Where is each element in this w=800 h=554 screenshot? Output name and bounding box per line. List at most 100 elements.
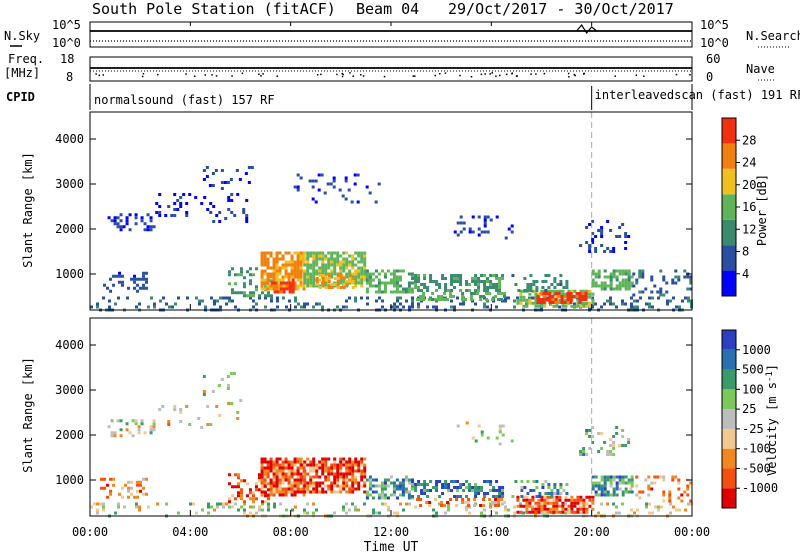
heatmap-cell <box>273 281 277 285</box>
heatmap-cell <box>100 477 104 481</box>
heatmap-cell <box>339 463 343 467</box>
heatmap-cell <box>281 487 285 491</box>
heatmap-cell <box>456 486 460 489</box>
heatmap-cell <box>354 460 358 464</box>
heatmap-cell <box>354 275 358 279</box>
heatmap-cell <box>372 508 375 512</box>
heatmap-cell <box>230 291 234 295</box>
heatmap-cell <box>529 283 533 286</box>
heatmap-cell <box>270 296 273 300</box>
heatmap-cell <box>456 221 460 225</box>
heatmap-cell <box>417 277 421 280</box>
heatmap-cell <box>321 463 325 467</box>
heatmap-cell <box>342 460 346 464</box>
heatmap-cell <box>266 272 270 276</box>
heatmap-cell <box>453 480 457 483</box>
heatmap-cell <box>363 254 367 258</box>
heatmap-cell <box>585 507 589 511</box>
heatmap-cell <box>321 460 325 464</box>
heatmap-cell <box>106 495 110 499</box>
heatmap-cell <box>336 260 340 264</box>
heatmap-cell <box>366 296 369 300</box>
heatmap-cell <box>407 290 411 294</box>
heatmap-cell <box>116 225 120 229</box>
heatmap-cell <box>383 481 387 485</box>
heatmap-cell <box>348 469 352 473</box>
nave-dropout-point <box>383 75 386 78</box>
heatmap-cell <box>324 484 328 488</box>
heatmap-cell <box>99 502 102 506</box>
heatmap-cell <box>374 484 378 488</box>
heatmap-cell <box>368 475 372 479</box>
heatmap-cell <box>345 299 348 303</box>
heatmap-cell <box>239 491 243 495</box>
heatmap-cell <box>389 475 393 479</box>
heatmap-cell <box>213 302 216 306</box>
heatmap-cell <box>287 478 291 482</box>
heatmap-cell <box>612 302 615 306</box>
heatmap-cell <box>293 481 297 485</box>
heatmap-cell <box>638 496 642 500</box>
heatmap-cell <box>671 281 675 285</box>
heatmap-cell <box>284 275 288 279</box>
heatmap-cell <box>216 505 219 509</box>
heatmap-cell <box>149 428 153 432</box>
heatmap-cell <box>465 480 469 483</box>
heatmap-cell <box>621 284 625 288</box>
heatmap-cell <box>535 286 539 289</box>
heatmap-cell <box>467 498 471 501</box>
heatmap-cell <box>296 469 300 473</box>
heatmap-cell <box>219 502 222 506</box>
heatmap-cell <box>665 290 669 294</box>
heatmap-cell <box>339 274 343 277</box>
nave-dropout-point <box>341 72 344 75</box>
heatmap-cell <box>142 477 146 481</box>
heatmap-cell <box>461 295 465 298</box>
heatmap-cell <box>248 491 252 495</box>
heatmap-cell <box>260 269 264 273</box>
heatmap-cell <box>227 273 231 277</box>
heatmap-cell <box>531 301 535 305</box>
heatmap-cell <box>348 484 352 488</box>
heatmap-cell <box>306 266 310 270</box>
heatmap-cell <box>389 481 393 485</box>
heatmap-cell <box>380 496 384 500</box>
heatmap-cell <box>284 478 288 482</box>
heatmap-cell <box>488 292 492 295</box>
freq-unit: [MHz] <box>4 66 40 80</box>
heatmap-cell <box>377 182 381 186</box>
heatmap-cell <box>504 236 508 240</box>
heatmap-cell <box>275 257 279 261</box>
heatmap-cell <box>459 486 463 489</box>
heatmap-cell <box>110 419 114 423</box>
heatmap-cell <box>588 289 592 293</box>
heatmap-cell <box>333 257 337 261</box>
heatmap-cell <box>380 487 384 491</box>
heatmap-cell <box>303 305 306 309</box>
heatmap-cell <box>477 215 481 219</box>
heatmap-cell <box>254 482 258 486</box>
heatmap-cell <box>572 295 576 298</box>
heatmap-cell <box>651 511 654 515</box>
heatmap-cell <box>476 292 480 295</box>
heatmap-cell <box>194 196 198 199</box>
heatmap-cell <box>342 257 346 261</box>
heatmap-cell <box>266 466 270 470</box>
heatmap-cell <box>520 480 524 483</box>
heatmap-cell <box>200 426 204 429</box>
heatmap-cell <box>404 478 408 482</box>
heatmap-cell <box>552 504 556 508</box>
heatmap-cell <box>447 483 451 486</box>
heatmap-cell <box>510 439 514 443</box>
heatmap-cell <box>576 501 580 505</box>
heatmap-cell <box>383 284 387 288</box>
heatmap-cell <box>324 281 328 285</box>
heatmap-cell <box>333 269 337 273</box>
heatmap-cell <box>131 419 135 423</box>
heatmap-cell <box>318 278 322 282</box>
heatmap-cell <box>582 498 586 502</box>
heatmap-cell <box>383 487 387 491</box>
heatmap-cell <box>145 286 149 290</box>
heatmap-cell <box>380 484 384 488</box>
heatmap-cell <box>486 277 490 280</box>
